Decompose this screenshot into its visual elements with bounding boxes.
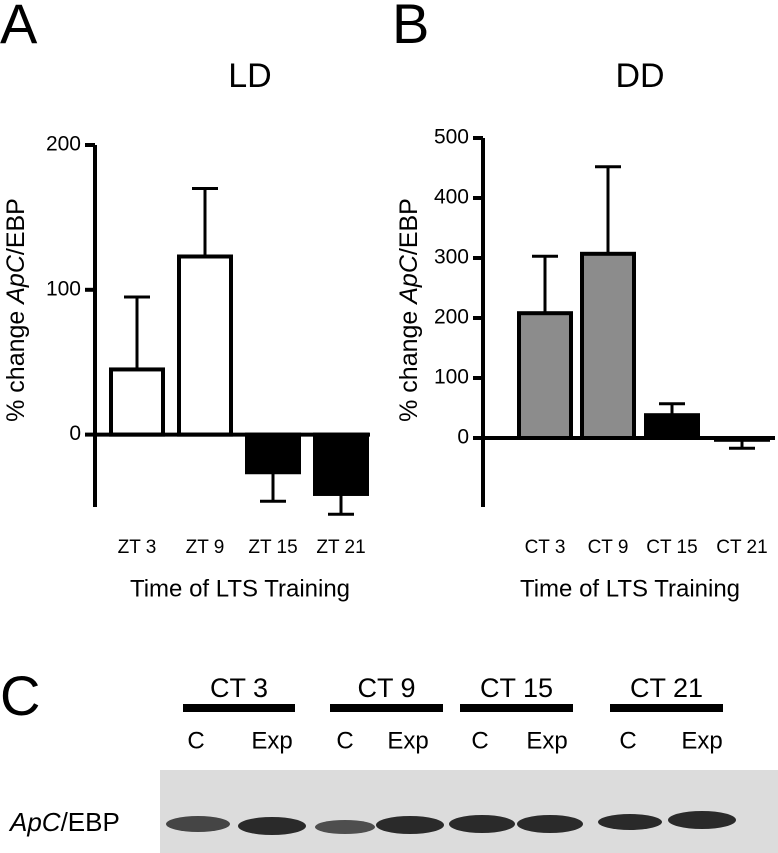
y-axis-label: % change ApC/EBP xyxy=(2,198,30,422)
lane-label: Exp xyxy=(387,727,428,754)
bar xyxy=(580,251,636,440)
x-tick-label: CT 15 xyxy=(646,537,697,558)
bar xyxy=(313,432,369,496)
blot-label-italic: ApC xyxy=(8,807,61,837)
x-tick-label: ZT 21 xyxy=(316,537,365,558)
chart-title: DD xyxy=(615,57,664,95)
lane-label: C xyxy=(187,727,204,754)
y-axis-label: % change ApC/EBP xyxy=(395,198,423,422)
x-tick-label: ZT 15 xyxy=(248,537,297,558)
bar xyxy=(517,311,573,441)
panel-letter: C xyxy=(0,664,40,727)
y-axis-label-part: ApC xyxy=(395,254,423,306)
y-tick-label: 400 xyxy=(434,186,469,209)
lane-label: C xyxy=(619,727,636,754)
lane-group-label: CT 21 xyxy=(630,673,703,703)
lane-label: Exp xyxy=(526,727,567,754)
y-axis-label-part: ApC xyxy=(2,254,30,306)
lane-label: C xyxy=(336,727,353,754)
x-axis-label: Time of LTS Training xyxy=(130,575,350,602)
x-tick-label: ZT 3 xyxy=(118,537,157,558)
panel-letter: A xyxy=(0,0,38,55)
lane-label: Exp xyxy=(251,727,292,754)
y-tick-label: 100 xyxy=(46,277,81,300)
y-tick-label: 100 xyxy=(434,366,469,389)
x-tick-label: CT 3 xyxy=(525,537,566,558)
x-tick-label: CT 21 xyxy=(716,537,767,558)
x-tick-label: CT 9 xyxy=(588,537,629,558)
bar xyxy=(109,367,165,437)
y-axis-label-part: % change xyxy=(2,304,30,422)
x-axis-label: Time of LTS Training xyxy=(520,575,740,602)
y-tick-label: 200 xyxy=(46,133,81,156)
panel-letter: B xyxy=(392,0,429,55)
blot-background xyxy=(160,770,778,853)
lane-group-label: CT 3 xyxy=(210,673,268,703)
y-tick-label: 300 xyxy=(434,246,469,269)
lane-group-label: CT 15 xyxy=(480,673,553,703)
y-axis-label-part: /EBP xyxy=(395,198,423,255)
blot-label: ApC/EBP xyxy=(8,807,120,837)
y-tick-label: 200 xyxy=(434,306,469,329)
bar xyxy=(245,432,301,475)
blot-bands xyxy=(166,811,736,835)
lane-label: C xyxy=(471,727,488,754)
chart-title: LD xyxy=(228,57,271,95)
y-tick-label: 500 xyxy=(434,126,469,149)
y-tick-label: 0 xyxy=(69,422,81,445)
lane-group-label: CT 9 xyxy=(357,673,415,703)
lane-label: Exp xyxy=(681,727,722,754)
y-axis-label-part: % change xyxy=(395,304,423,422)
blot-label-rest: /EBP xyxy=(61,807,120,837)
x-tick-label: ZT 9 xyxy=(186,537,225,558)
bar xyxy=(177,254,233,437)
bar xyxy=(644,413,700,441)
y-axis-label-part: /EBP xyxy=(2,198,30,255)
y-tick-label: 0 xyxy=(457,426,469,449)
